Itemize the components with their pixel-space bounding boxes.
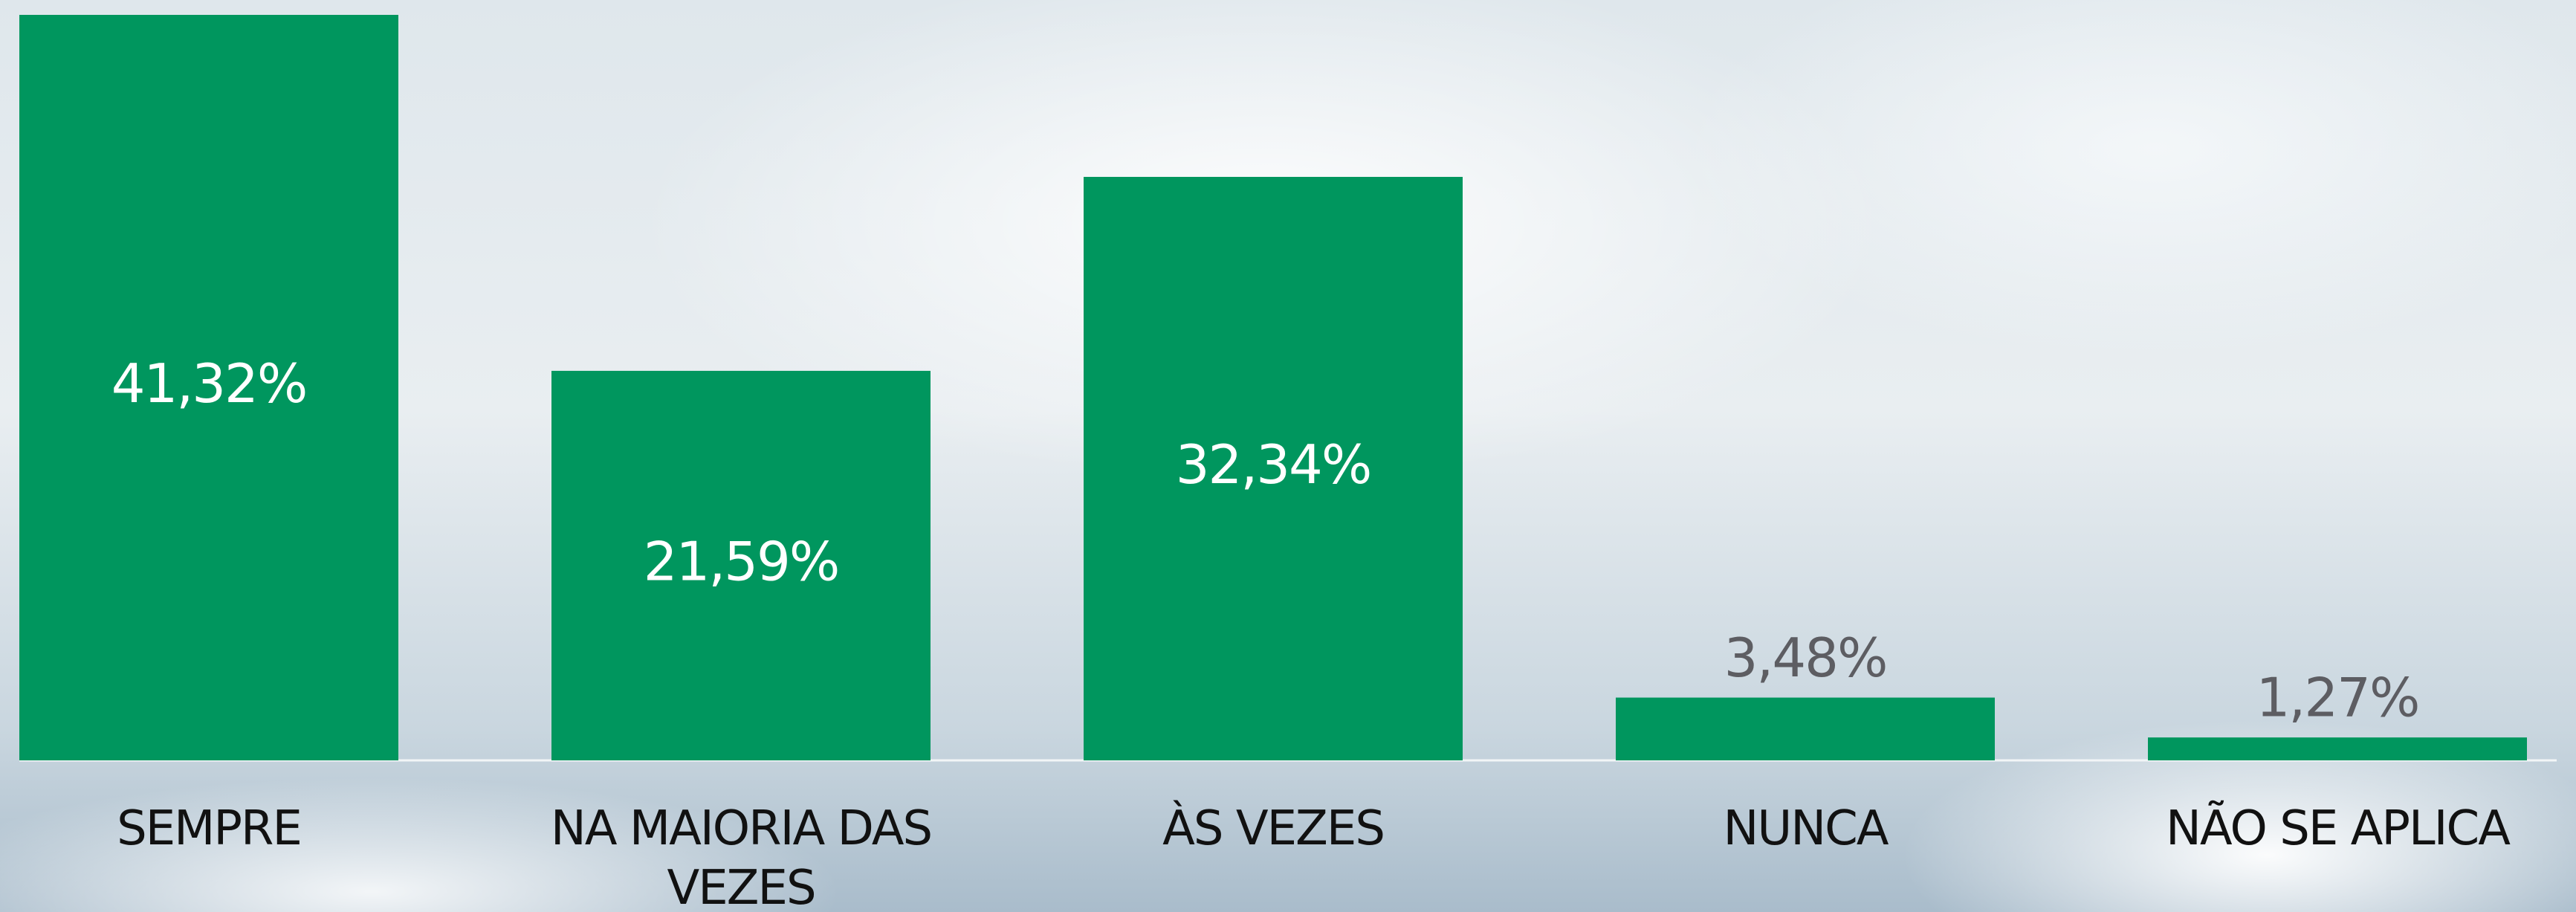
bar bbox=[1616, 698, 1995, 760]
chart: 41,32% 21,59% 32,34% 3,48% 1,27% bbox=[0, 0, 2576, 912]
x-tick-label: NÃO SE APLICA bbox=[2077, 799, 2576, 858]
value-label: 32,34% bbox=[1176, 433, 1371, 496]
value-label: 3,48% bbox=[1724, 627, 1887, 689]
x-tick-label: SEMPRE bbox=[0, 799, 469, 858]
x-tick-label: ÀS VEZES bbox=[1013, 799, 1533, 858]
page: 41,32% 21,59% 32,34% 3,48% 1,27% SEMPRENA MA… bbox=[0, 0, 2576, 912]
value-label: 21,59% bbox=[644, 530, 839, 592]
value-label: 1,27% bbox=[2256, 667, 2419, 729]
x-tick-label: NUNCA bbox=[1545, 799, 2065, 858]
bar bbox=[2148, 737, 2527, 760]
x-tick-label: NA MAIORIA DAS VEZES bbox=[481, 799, 1001, 912]
value-label: 41,32% bbox=[111, 352, 307, 415]
